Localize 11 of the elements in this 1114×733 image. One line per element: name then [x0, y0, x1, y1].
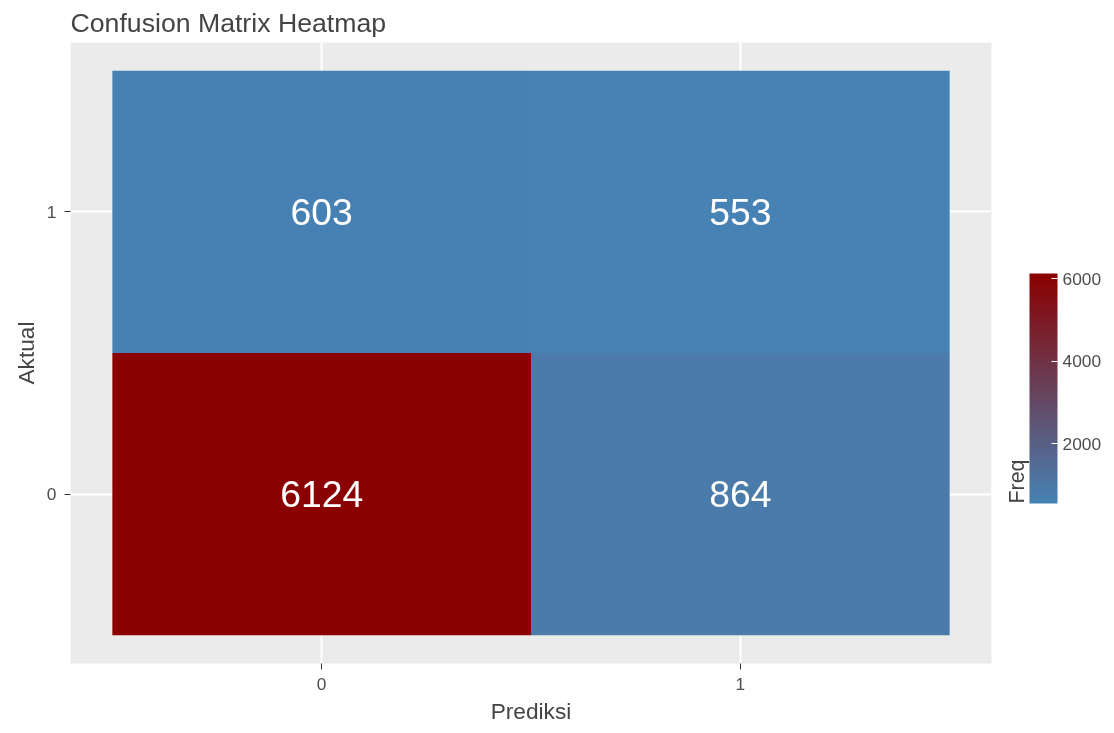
- color-bar-label: 2000: [1062, 433, 1102, 454]
- chart-title: Confusion Matrix Heatmap: [70, 7, 387, 38]
- data-label: 864: [709, 473, 772, 516]
- data-label: 603: [290, 190, 353, 233]
- color-bar-label: 6000: [1062, 268, 1102, 289]
- color-bar-label: 4000: [1062, 351, 1102, 372]
- color-bar-title: Freq: [1004, 459, 1029, 504]
- data-label: 6124: [280, 473, 364, 516]
- x-axis-title: Prediksi: [490, 697, 572, 724]
- data-label: 553: [709, 190, 772, 233]
- y-axis-title: Aktual: [12, 321, 39, 385]
